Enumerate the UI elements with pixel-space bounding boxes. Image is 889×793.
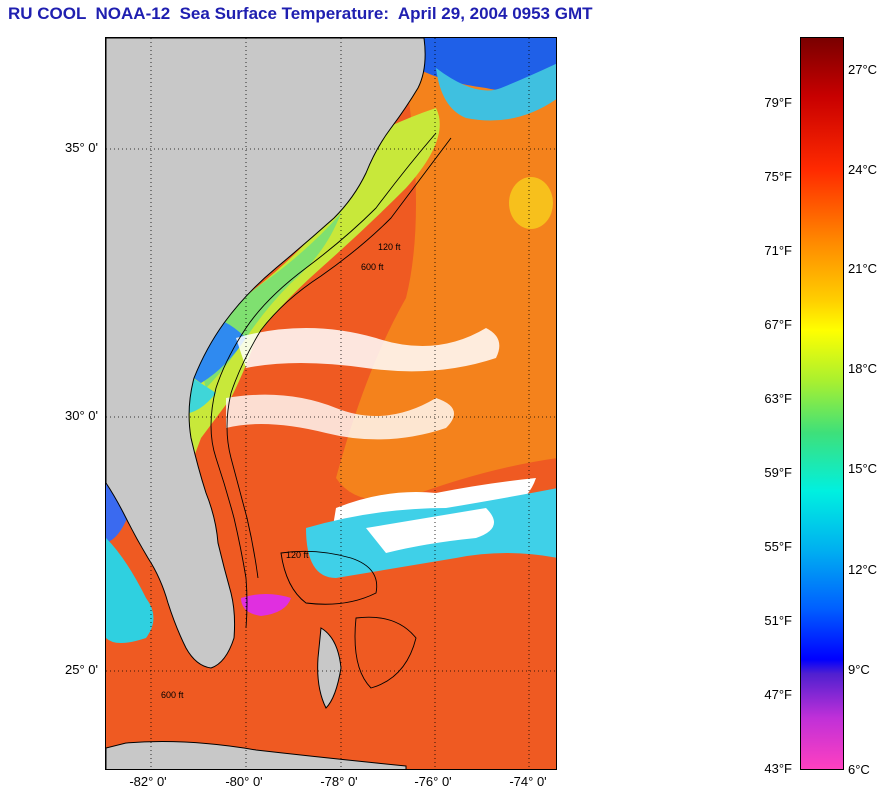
colorbar-label-24c: 24°C xyxy=(848,162,878,177)
colorbar-label-51f: 51°F xyxy=(764,613,792,628)
colorbar-label-75f: 75°F xyxy=(764,169,792,184)
colorbar-label-12c: 12°C xyxy=(848,562,878,577)
sst-map-svg: 120 ft 600 ft 120 ft 600 ft xyxy=(106,38,556,769)
contour-label-4: 600 ft xyxy=(161,690,184,700)
lat-label-25: 25° 0' xyxy=(65,662,98,677)
cold-patch-magenta xyxy=(241,594,291,616)
colorbar-label-27c: 27°C xyxy=(848,62,878,77)
lat-label-30: 30° 0' xyxy=(65,408,98,423)
warm-core-ring xyxy=(509,177,553,229)
contour-120ft xyxy=(210,132,437,629)
colorbar-label-55f: 55°F xyxy=(764,539,792,554)
contour-bahamas-bank xyxy=(280,550,378,605)
colorbar-label-21c: 21°C xyxy=(848,261,878,276)
cloud-band-1 xyxy=(236,328,500,372)
cloud-band-2 xyxy=(226,394,454,440)
cool-water-north xyxy=(436,63,556,121)
lon-label-76: -76° 0' xyxy=(414,774,452,789)
lon-label-78: -78° 0' xyxy=(320,774,358,789)
gulf-cool-patch xyxy=(106,538,154,643)
colorbar-label-9c: 9°C xyxy=(848,662,870,677)
colorbar-label-18c: 18°C xyxy=(848,361,878,376)
sst-map: 120 ft 600 ft 120 ft 600 ft xyxy=(105,37,557,770)
contour-label-2: 600 ft xyxy=(361,262,384,272)
cold-water-north xyxy=(416,38,556,91)
colorbar-label-71f: 71°F xyxy=(764,243,792,258)
contour-600ft xyxy=(226,137,452,579)
shelf-water xyxy=(152,108,440,481)
colorbar-label-67f: 67°F xyxy=(764,317,792,332)
contour-label-1: 120 ft xyxy=(378,242,401,252)
colorbar-label-6c: 6°C xyxy=(848,762,870,777)
map-title: RU COOL NOAA-12 Sea Surface Temperature:… xyxy=(8,4,593,23)
colorbar-label-79f: 79°F xyxy=(764,95,792,110)
colorbar-gradient xyxy=(801,38,843,769)
colorbar-label-59f: 59°F xyxy=(764,465,792,480)
land-cuba xyxy=(106,741,407,769)
colorbar xyxy=(800,37,844,770)
land-andros xyxy=(317,627,342,709)
colorbar-label-47f: 47°F xyxy=(764,687,792,702)
cloud-patch-south xyxy=(366,508,494,553)
lon-label-74: -74° 0' xyxy=(509,774,547,789)
lat-label-35: 35° 0' xyxy=(65,140,98,155)
lon-label-80: -80° 0' xyxy=(225,774,263,789)
graticule xyxy=(106,38,556,769)
warm-water-east xyxy=(336,48,556,501)
colorbar-label-63f: 63°F xyxy=(764,391,792,406)
colorbar-label-15c: 15°C xyxy=(848,461,878,476)
contour-label-3: 120 ft xyxy=(286,550,309,560)
land-mainland xyxy=(106,38,426,669)
lon-label-82: -82° 0' xyxy=(129,774,167,789)
contour-bahamas-bank-2 xyxy=(354,616,417,689)
colorbar-label-43f: 43°F xyxy=(764,761,792,776)
